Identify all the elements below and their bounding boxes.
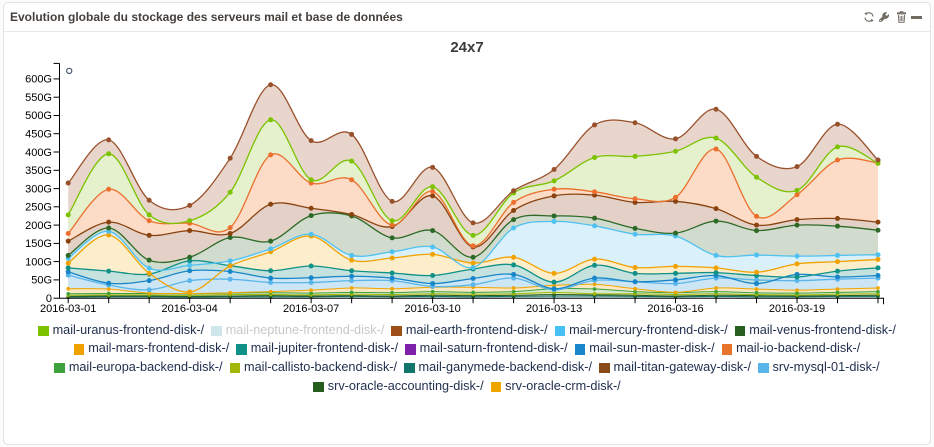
svg-text:2016-03-04: 2016-03-04 [162, 303, 218, 315]
svg-text:300G: 300G [25, 183, 52, 195]
svg-text:50G: 50G [31, 275, 52, 287]
svg-text:2016-03-01: 2016-03-01 [40, 303, 96, 315]
svg-text:2016-03-16: 2016-03-16 [647, 303, 703, 315]
svg-text:2016-03-07: 2016-03-07 [283, 303, 339, 315]
svg-text:350G: 350G [25, 165, 52, 177]
svg-text:500G: 500G [25, 110, 52, 122]
svg-text:550G: 550G [25, 92, 52, 104]
svg-text:0: 0 [46, 293, 52, 305]
svg-text:250G: 250G [25, 202, 52, 214]
svg-text:600G: 600G [25, 74, 52, 86]
svg-text:2016-03-13: 2016-03-13 [526, 303, 582, 315]
svg-text:2016-03-19: 2016-03-19 [769, 303, 825, 315]
svg-text:450G: 450G [25, 129, 52, 141]
svg-text:2016-03-10: 2016-03-10 [404, 303, 460, 315]
svg-text:150G: 150G [25, 238, 52, 250]
svg-text:400G: 400G [25, 147, 52, 159]
svg-text:200G: 200G [25, 220, 52, 232]
svg-text:100G: 100G [25, 256, 52, 268]
